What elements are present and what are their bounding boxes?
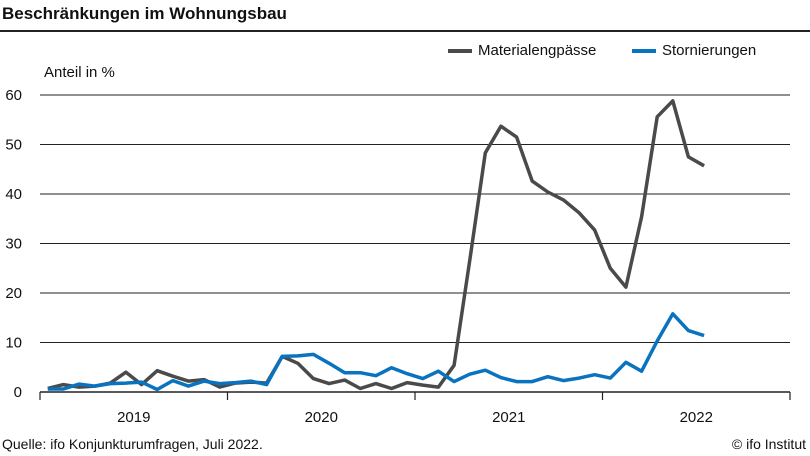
x-tick-label: 2021 (492, 409, 525, 426)
legend-swatch (632, 48, 656, 53)
y-tick-label: 60 (5, 87, 22, 104)
x-tick-label: 2022 (680, 409, 713, 426)
x-tick-label: 2020 (305, 409, 338, 426)
y-tick-label: 30 (5, 236, 22, 253)
legend-item-stornierungen: Stornierungen (632, 42, 756, 59)
legend-label: Stornierungen (662, 42, 757, 59)
copyright: © ifo Institut (731, 436, 806, 452)
y-axis-label: Anteil in % (44, 64, 115, 81)
legend-swatch (448, 48, 472, 53)
legend-label: Materialengpässe (478, 42, 597, 59)
source-note: Quelle: ifo Konjunkturumfragen, Juli 202… (2, 436, 263, 452)
y-tick-label: 0 (14, 384, 22, 401)
chart-title: Beschränkungen im Wohnungsbau (2, 4, 287, 23)
y-tick-label: 10 (5, 335, 22, 352)
y-tick-label: 50 (5, 137, 22, 154)
x-tick-label: 2019 (117, 409, 150, 426)
title-rule (0, 30, 810, 32)
legend-item-materialengpaesse: Materialengpässe (448, 42, 596, 59)
y-tick-label: 40 (5, 186, 22, 203)
y-tick-label: 20 (5, 285, 22, 302)
